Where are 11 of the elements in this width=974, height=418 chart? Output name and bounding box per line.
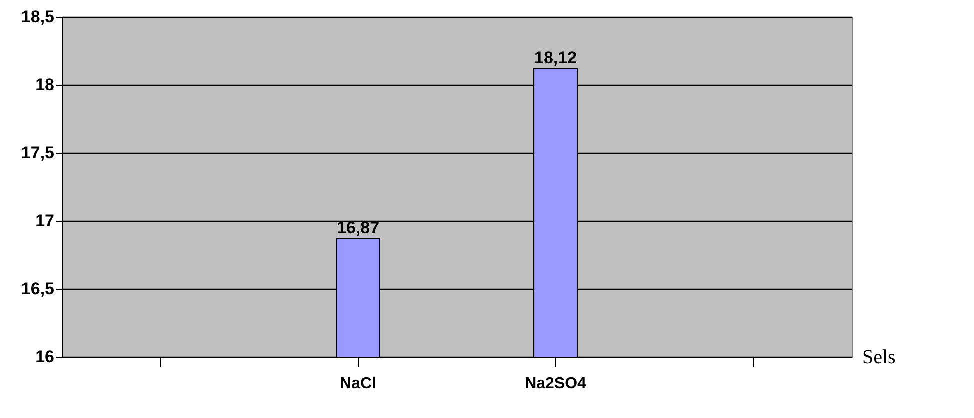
y-tick-label: 16,5 [21, 280, 54, 298]
y-tick-label: 16 [36, 348, 54, 366]
x-tick-label: NaCl [340, 376, 376, 392]
y-tick-label: 18,5 [21, 8, 54, 26]
y-tick-label: 18 [36, 76, 54, 94]
y-tick-label: 17,5 [21, 144, 54, 162]
x-axis-title: Sels [862, 346, 896, 368]
data-label: 16,87 [336, 218, 380, 238]
data-label: 18,12 [534, 48, 578, 68]
x-tick-label: Na2SO4 [525, 376, 587, 392]
y-tick-label: 17 [36, 212, 54, 230]
